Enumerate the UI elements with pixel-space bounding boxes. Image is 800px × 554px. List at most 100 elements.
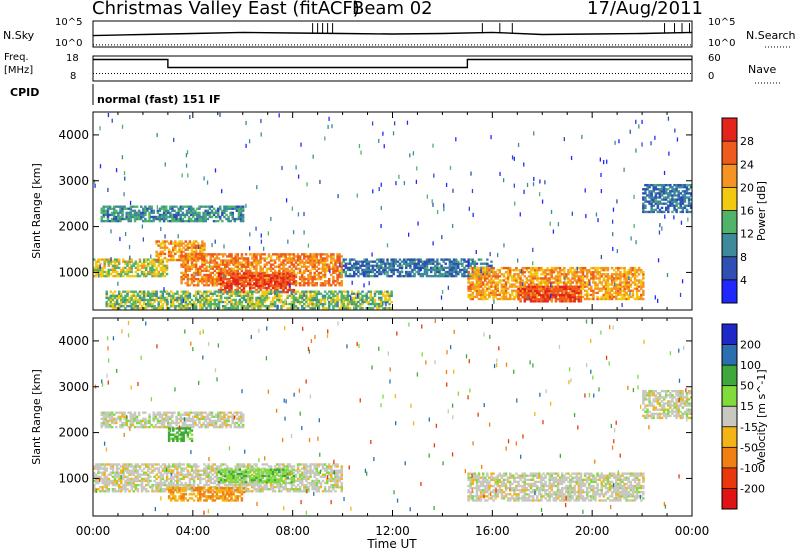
heatmap-cell: [382, 131, 384, 136]
heatmap-cell: [251, 278, 254, 281]
heatmap-cell: [640, 293, 643, 297]
heatmap-cell: [650, 198, 653, 201]
heatmap-cell: [198, 205, 201, 208]
heatmap-cell: [329, 269, 331, 274]
heatmap-cell: [642, 271, 645, 274]
heatmap-cell: [290, 267, 294, 270]
heatmap-cell: [155, 250, 158, 254]
heatmap-cell: [617, 277, 620, 280]
heatmap-cell: [319, 259, 323, 262]
heatmap-cell: [525, 277, 529, 280]
heatmap-cell: [122, 304, 125, 308]
heatmap-cell: [421, 260, 425, 263]
heatmap-cell: [589, 281, 591, 286]
heatmap-cell: [479, 273, 483, 276]
heatmap-cell: [261, 274, 264, 277]
heatmap-cell: [130, 302, 133, 306]
heatmap-cell: [525, 289, 529, 292]
heatmap-cell: [637, 273, 641, 276]
heatmap-cell: [546, 298, 549, 301]
heatmap-cell: [190, 244, 194, 247]
heatmap-cell: [271, 302, 275, 306]
heatmap-cell: [148, 219, 151, 223]
heatmap-cell: [490, 277, 493, 280]
heatmap-cell: [325, 279, 329, 283]
heatmap-cell: [209, 275, 212, 279]
heatmap-cell: [288, 302, 291, 306]
heatmap-cell: [432, 260, 435, 263]
heatmap-cell: [288, 259, 291, 262]
heatmap-cell: [186, 275, 190, 279]
heatmap-cell: [151, 262, 154, 265]
heatmap-cell: [323, 271, 327, 275]
heatmap-cell: [298, 255, 302, 258]
heatmap-cell: [579, 293, 583, 297]
heatmap-cell: [182, 292, 185, 295]
heatmap-cell: [500, 297, 504, 301]
heatmap-cell: [371, 260, 375, 263]
heatmap-cell: [328, 304, 331, 308]
heatmap-cell: [286, 290, 289, 294]
heatmap-cell: [546, 281, 549, 284]
heatmap-cell: [560, 281, 564, 284]
heatmap-cell: [119, 236, 121, 242]
heatmap-cell: [161, 296, 165, 300]
heatmap-cell: [151, 298, 154, 302]
heatmap-cell: [567, 297, 570, 301]
heatmap-cell: [134, 266, 138, 270]
heatmap-cell: [450, 266, 454, 270]
heatmap-cell: [122, 300, 125, 304]
heatmap-cell: [109, 290, 113, 293]
heatmap-cell: [548, 277, 551, 280]
heatmap-cell: [344, 298, 348, 302]
heatmap-cell: [276, 265, 279, 268]
heatmap-cell: [454, 260, 458, 263]
heatmap-cell: [513, 297, 516, 301]
heatmap-cell: [550, 277, 554, 280]
heatmap-cell: [290, 257, 294, 260]
heatmap-cell: [217, 307, 221, 310]
heatmap-cell: [145, 304, 148, 308]
heatmap-cell: [257, 272, 260, 275]
heatmap-cell: [563, 297, 566, 301]
heatmap-cell: [109, 300, 113, 304]
heatmap-cell: [117, 266, 121, 270]
heatmap-cell: [120, 300, 123, 304]
heatmap-cell: [229, 213, 232, 217]
heatmap-cell: [533, 268, 537, 272]
heatmap-cell: [573, 291, 576, 295]
heatmap-cell: [102, 219, 106, 223]
heatmap-cell: [203, 242, 206, 245]
heatmap-cell: [334, 279, 337, 283]
heatmap-cell: [113, 268, 117, 272]
heatmap-cell: [144, 211, 147, 215]
heatmap-cell: [527, 298, 531, 301]
heatmap-cell: [584, 188, 586, 193]
heatmap-cell: [206, 217, 210, 221]
heatmap-cell: [132, 302, 135, 306]
heatmap-cell: [196, 273, 200, 277]
heatmap-cell: [259, 257, 262, 260]
heatmap-cell: [654, 295, 656, 300]
heatmap-cell: [152, 219, 155, 223]
heatmap-cell: [493, 299, 495, 304]
heatmap-cell: [192, 246, 196, 249]
heatmap-cell: [178, 298, 181, 302]
heatmap-cell: [575, 287, 579, 291]
heatmap-cell: [506, 287, 510, 290]
heatmap-cell: [600, 189, 603, 194]
heatmap-cell: [454, 274, 458, 278]
heatmap-cell: [165, 290, 169, 293]
heatmap-cell: [198, 207, 201, 210]
heatmap-cell: [332, 300, 335, 304]
heatmap-cell: [290, 274, 294, 277]
heatmap-cell: [244, 298, 248, 302]
heatmap-cell: [350, 292, 354, 295]
heatmap-cell: [234, 282, 237, 286]
heatmap-cell: [230, 288, 233, 292]
heatmap-cell: [265, 290, 269, 293]
heatmap-cell: [232, 257, 235, 260]
heatmap-cell: [664, 206, 668, 210]
heatmap-cell: [336, 304, 339, 308]
heatmap-cell: [292, 300, 296, 304]
